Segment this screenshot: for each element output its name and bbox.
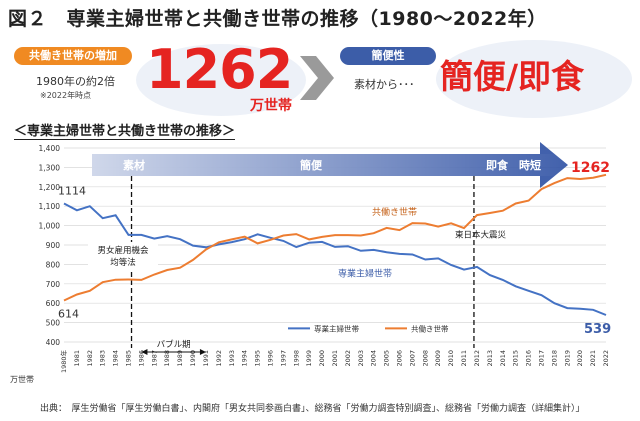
callout-ellipse-right (436, 40, 632, 118)
x-tick-label: 2004 (370, 350, 378, 367)
x-tick-label: 2002 (344, 350, 352, 367)
y-tick-label: 900 (46, 241, 61, 250)
phase-label-ingredients: 素材 (123, 158, 145, 172)
y-tick-label: 800 (46, 260, 61, 269)
y-tick-label: 700 (46, 280, 61, 289)
callout-footnote: ※2022年時点 (40, 91, 92, 100)
x-tick-label: 2010 (447, 350, 455, 367)
bubble-arrowhead-left (141, 349, 148, 355)
x-tick-label: 1988 (163, 350, 171, 367)
x-tick-label: 2008 (421, 350, 429, 367)
x-tick-label: 1981 (73, 350, 81, 367)
y-tick-label: 1,300 (39, 163, 61, 172)
x-tick-label: 2017 (537, 350, 545, 367)
series-annotation-housewife: 専業主婦世帯 (338, 268, 392, 280)
y-tick-label: 1,400 (39, 144, 61, 153)
data-label-end-dual: 1262 (571, 160, 610, 176)
x-tick-label: 1983 (99, 350, 107, 367)
y-tick-label: 1,200 (39, 183, 61, 192)
series-line-dual-income (63, 173, 607, 302)
callout-label-dual-income: 共働き世帯の増加 (14, 47, 132, 65)
y-tick-label: 400 (46, 338, 61, 347)
event-label-1985-line2: 均等法 (110, 257, 136, 268)
x-tick-label: 2016 (525, 350, 533, 367)
source-citation: 出典： 厚生労働省「厚生労働白書」、内閣府「男女共同参画白書」、総務省「労働力調… (40, 404, 585, 414)
x-tick-label: 1986 (137, 350, 145, 367)
x-tick-label: 1994 (241, 350, 249, 367)
x-tick-label: 1991 (202, 350, 210, 367)
x-tick-label: 1989 (176, 350, 184, 367)
data-label-start-housewife: 1114 (58, 184, 86, 197)
callout-big-text: 簡便/即食 (440, 57, 585, 96)
page-title: 図２ 専業主婦世帯と共働き世帯の推移（1980～2022年） (8, 8, 547, 30)
x-tick-label: 1980年 (59, 350, 68, 374)
legend-label-housewife: 専業主婦世帯 (314, 323, 359, 333)
bubble-label: バブル期 (157, 339, 191, 350)
y-tick-label: 500 (46, 319, 61, 328)
y-tick-label: 600 (46, 299, 61, 308)
callout-ellipse-left (136, 44, 306, 116)
x-tick-label: 2020 (576, 350, 584, 367)
x-tick-label: 2013 (486, 350, 494, 367)
event-label-2011: 東日本大震災 (455, 229, 507, 240)
phase-label-instant: 即食 時短 (486, 158, 541, 172)
x-tick-label: 2009 (434, 350, 442, 367)
x-tick-label: 2014 (499, 350, 507, 367)
x-tick-label: 1995 (254, 350, 262, 367)
x-tick-label: 2006 (396, 350, 404, 367)
event-label-1985-line1: 男女雇用機会 (97, 245, 149, 256)
phase-arrow-shade (92, 154, 568, 176)
x-tick-label: 2003 (357, 350, 365, 367)
event-label-bg (88, 241, 158, 270)
callout-note-times: 1980年の約2倍 (36, 75, 115, 88)
x-tick-label: 1999 (305, 350, 313, 367)
chevron-right-icon (300, 56, 334, 100)
chart-subtitle: ＜専業主婦世帯と共働き世帯の推移＞ (14, 120, 236, 140)
line-chart: 400 500 600 700 800 900 1,000 1,100 1,200 1,300 1,… (10, 142, 611, 384)
x-tick-label: 2021 (589, 350, 597, 367)
data-label-end-housewife: 539 (584, 322, 611, 337)
callout-big-number: 1262 (146, 38, 293, 101)
x-tick-label: 1993 (228, 350, 236, 367)
x-tick-label: 2000 (318, 350, 326, 367)
legend-label-dual: 共働き世帯 (411, 323, 449, 333)
x-tick-label: 2011 (460, 350, 468, 367)
y-tick-label: 1,000 (39, 222, 61, 231)
x-tick-label: 2012 (473, 350, 481, 367)
x-tick-label: 2015 (512, 350, 520, 367)
x-tick-label: 1987 (150, 350, 158, 367)
phase-label-convenience: 簡便 (300, 158, 323, 172)
callout-label-convenience: 簡便性 (340, 47, 436, 65)
x-tick-label: 1997 (279, 350, 287, 367)
x-tick-label: 1992 (215, 350, 223, 367)
x-tick-label: 2018 (550, 350, 558, 367)
y-axis-unit: 万世帯 (10, 374, 34, 384)
x-tick-label: 1990 (189, 350, 197, 367)
x-tick-label: 2001 (331, 350, 339, 367)
x-tick-label: 2005 (383, 350, 391, 367)
data-label-start-dual: 614 (58, 307, 79, 320)
x-tick-label: 1982 (86, 350, 94, 367)
y-tick-label: 1,100 (39, 202, 61, 211)
x-tick-label: 1984 (112, 350, 120, 367)
x-tick-label: 1998 (292, 350, 300, 367)
x-tick-label: 2019 (563, 350, 571, 367)
x-tick-label: 1985 (125, 350, 133, 367)
series-annotation-dual: 共働き世帯 (372, 206, 417, 218)
series-line-housewife (63, 202, 607, 316)
bubble-arrowhead-right (199, 349, 206, 355)
callout-note-from-ingredients: 素材から･･･ (354, 78, 415, 91)
x-tick-label: 2007 (408, 350, 416, 367)
x-tick-label: 1996 (266, 350, 274, 367)
callout-unit: 万世帯 (250, 98, 292, 114)
x-tick-label: 2022 (602, 350, 610, 367)
